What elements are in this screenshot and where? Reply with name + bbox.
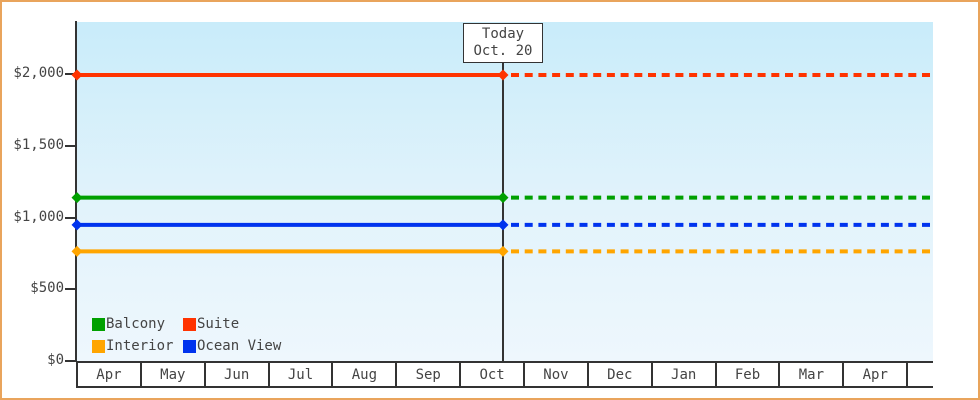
today-date: Oct. 20 [473,43,533,59]
legend-label: Suite [197,316,240,332]
y-axis [75,21,77,362]
y-tick-label: $1,000 [13,208,64,225]
month-cell-feb: Feb [717,363,781,386]
month-cell-jan: Jan [653,363,717,386]
y-tick [65,360,76,362]
month-cell-nov: Nov [525,363,589,386]
month-cell-jul: Jul [270,363,334,386]
legend-item-interior[interactable]: Interior [92,338,183,354]
month-cell-oct: Oct [461,363,526,386]
legend-item-suite[interactable]: Suite [183,316,281,332]
legend-item-ocean-view[interactable]: Ocean View [183,338,281,354]
y-tick [65,288,76,291]
y-tick [65,216,76,219]
legend-swatch-icon [183,317,196,331]
plot-area [77,22,933,361]
legend-swatch-icon [183,339,196,353]
y-tick-label: $1,500 [13,136,64,153]
month-cell-aug: Aug [333,363,398,386]
y-tick [65,73,76,76]
legend-swatch-icon [92,317,105,331]
x-axis-month-row: Apr May Jun Jul Aug Sep Oct Nov Dec Jan Feb Mar Apr [76,361,933,388]
legend: Balcony Suite Interior Ocean View [92,316,281,354]
today-label-box: Today Oct. 20 [463,23,543,63]
legend-label: Interior [106,338,174,354]
month-cell-may: May [142,363,206,386]
month-cell-empty [908,363,933,386]
month-cell-jun: Jun [206,363,270,386]
y-tick-label: $500 [30,280,64,297]
legend-label: Ocean View [197,338,282,354]
today-vertical-line [502,62,504,361]
month-cell-apr: Apr [844,363,909,386]
legend-label: Balcony [106,316,166,332]
y-tick-label: $0 [47,352,64,368]
today-label: Today [481,26,525,42]
y-tick [65,144,76,147]
month-cell-dec: Dec [589,363,653,386]
month-cell-sep: Sep [397,363,462,386]
month-cell-mar: Mar [780,363,845,386]
legend-swatch-icon [92,339,105,353]
month-cell-apr: Apr [78,363,142,386]
legend-item-balcony[interactable]: Balcony [92,316,183,332]
y-tick-label: $2,000 [13,65,64,82]
